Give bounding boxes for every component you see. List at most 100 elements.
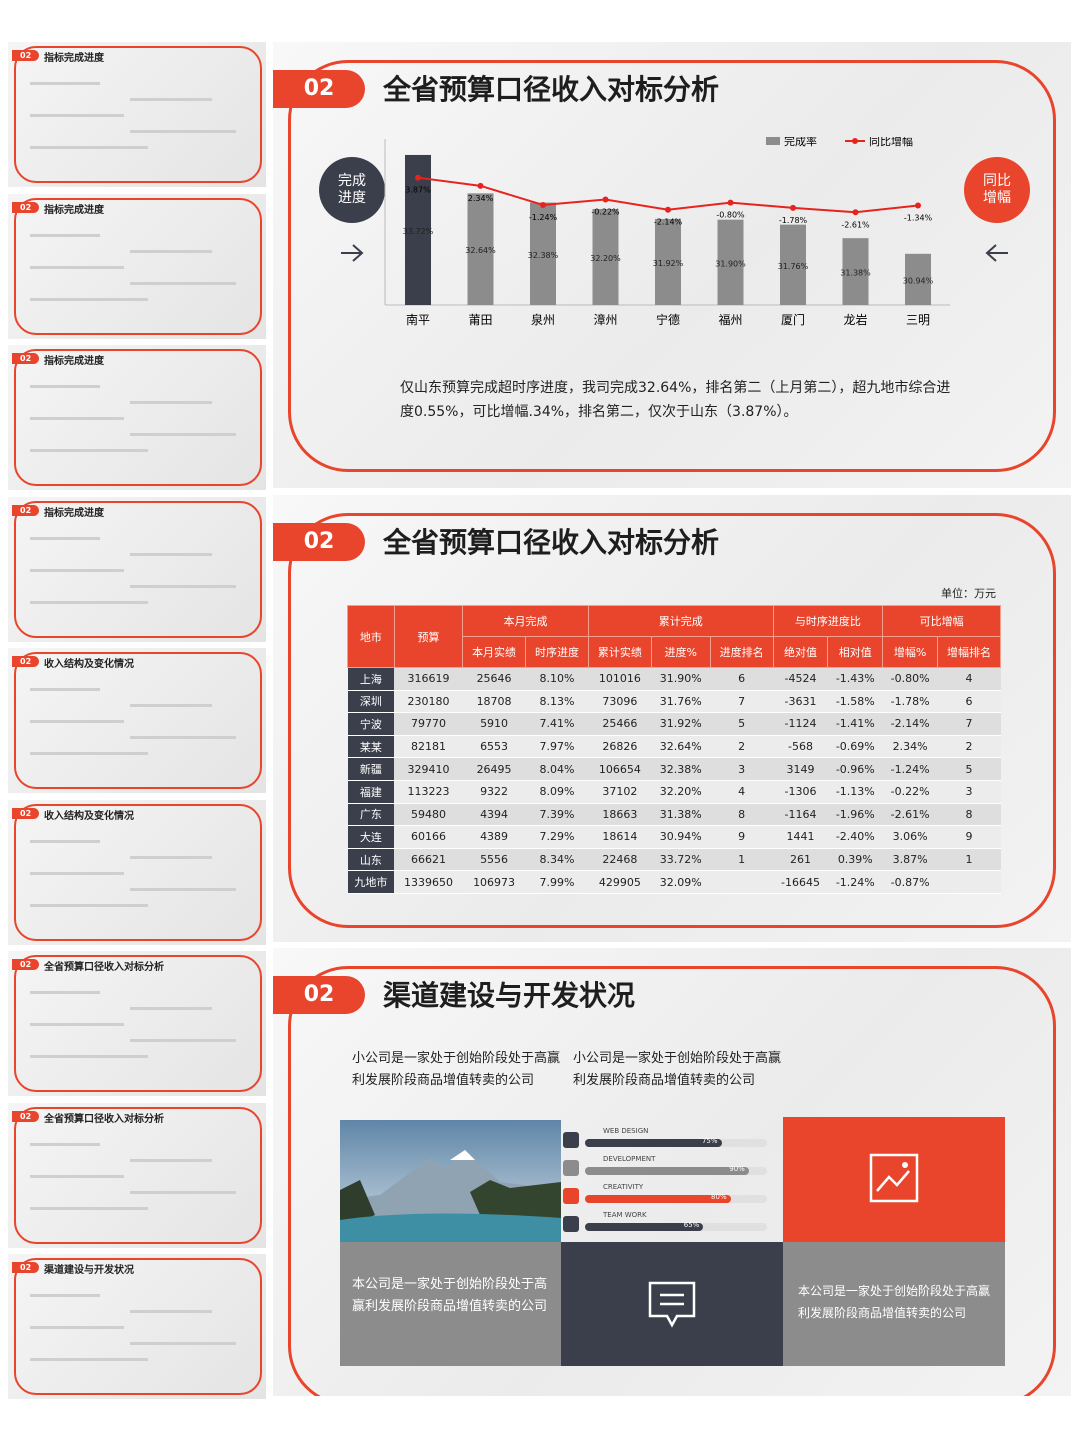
header-cell: 本月完成 — [462, 605, 589, 637]
line-point — [477, 182, 484, 189]
header-cell: 累计完成 — [587, 605, 774, 637]
intro-text: 小公司是一家处于创始阶段处于高赢利发展阶段商品增值转卖的公司 — [573, 1051, 782, 1088]
slide-thumbnail[interactable]: 02 渠道建设与开发状况 — [8, 1254, 266, 1399]
slide-frame — [288, 966, 1056, 1396]
thumbnail-decoration — [130, 130, 236, 133]
table-cell — [937, 870, 1001, 894]
thumbnail-decoration — [130, 281, 236, 285]
table-cell: 18663 — [588, 803, 652, 827]
slide[interactable]: 02 渠道建设与开发状况 小公司是一家处于创始阶段处于高赢利发展阶段商品增值转卖… — [273, 948, 1071, 1396]
slide-thumbnail[interactable]: 02 指标完成进度 — [8, 42, 266, 187]
line-value-label: -1.24% — [529, 213, 558, 222]
table-cell: 31.76% — [651, 690, 711, 714]
thumbnail-decoration — [30, 146, 148, 149]
bar-value-label: 31.90% — [715, 259, 746, 268]
slide-number: 02 — [273, 70, 365, 108]
thumbnail-number: 02 — [12, 1262, 40, 1273]
line-value-label: -2.14% — [654, 218, 683, 227]
slide-frame — [288, 60, 1056, 472]
thumbnail-frame — [14, 349, 262, 486]
table-cell: -1.43% — [827, 667, 883, 691]
thumbnail-number: 02 — [12, 656, 40, 667]
bar-value-label: 30.94% — [903, 276, 934, 285]
text-box — [340, 1242, 562, 1366]
table-cell: 73096 — [588, 690, 652, 714]
table-cell: -568 — [773, 735, 828, 759]
slide-thumbnail[interactable]: 02 指标完成进度 — [8, 345, 266, 490]
skill-track: 75% — [585, 1137, 767, 1147]
thumbnail-frame — [14, 197, 262, 335]
table-cell: -1.13% — [827, 780, 883, 804]
thumbnail-decoration — [130, 1190, 236, 1194]
table-cell: 113223 — [394, 780, 463, 804]
thumbnail-decoration — [30, 233, 100, 237]
skill-name: CREATIVITY — [603, 1183, 644, 1191]
slide-thumbnail[interactable]: 02 收入结构及变化情况 — [8, 799, 266, 945]
thumbnail-decoration — [130, 401, 212, 404]
thumbnail-decoration — [30, 385, 100, 388]
x-tick-label: 泉州 — [531, 313, 555, 327]
table-cell: 7.99% — [525, 870, 589, 894]
table-cell: 6 — [710, 667, 774, 691]
thumbnail-decoration — [30, 82, 100, 85]
skill-icon — [563, 1188, 579, 1204]
skill-name: DEVELOPMENT — [603, 1155, 656, 1163]
table-cell: 1339650 — [394, 870, 463, 894]
thumbnail-decoration — [30, 871, 124, 875]
skill-bar: 65% — [585, 1221, 704, 1231]
table-cell: 2.34% — [882, 735, 938, 759]
thumbnail-decoration — [30, 600, 148, 604]
table-cell: 25466 — [588, 712, 652, 736]
table-cell: 22468 — [588, 848, 652, 872]
thumbnail-decoration — [30, 1023, 124, 1026]
header-row: 本月实绩 时序进度 累计实绩 进度% 进度排名 绝对值 相对值 增幅% 增幅排名 — [348, 636, 1002, 668]
bar-value-label: 31.76% — [778, 262, 809, 271]
table-cell: 5910 — [462, 712, 526, 736]
table-cell: 31.92% — [651, 712, 711, 736]
table-cell: -2.61% — [882, 803, 938, 827]
thumbnail-decoration — [30, 688, 100, 691]
table-cell: 7.39% — [525, 803, 589, 827]
thumbnail-decoration — [30, 449, 148, 452]
table-cell: 82181 — [394, 735, 463, 759]
thumbnail-frame — [14, 500, 262, 638]
header-cell: 进度排名 — [709, 636, 774, 668]
bar — [655, 218, 681, 305]
table-cell: -1.24% — [882, 757, 938, 781]
thumbnail-decoration — [30, 114, 124, 117]
slide[interactable]: 02 全省预算口径收入对标分析 完成进度 同比增幅 33.72% 南平 32.64%… — [273, 42, 1071, 488]
skill-name: TEAM WORK — [603, 1211, 647, 1219]
slide-number: 02 — [273, 976, 365, 1014]
slide-thumbnail[interactable]: 02 指标完成进度 — [8, 496, 266, 642]
table-cell: 9 — [710, 825, 774, 849]
table-cell: -1.41% — [827, 712, 883, 736]
thumbnail-title: 全省预算口径收入对标分析 — [44, 962, 164, 973]
slide[interactable]: 02 全省预算口径收入对标分析 单位：万元 地市 预算 本月完成 累计完成 与时序进度比… — [273, 495, 1071, 942]
slide-thumbnail[interactable]: 02 全省预算口径收入对标分析 — [8, 1102, 266, 1248]
table-cell: 429905 — [588, 870, 652, 894]
slide-title: 渠道建设与开发状况 — [383, 979, 636, 1012]
skill-item: CREATIVITY 80% — [563, 1183, 767, 1210]
thumbnail-decoration — [130, 1310, 212, 1313]
thumbnail-title: 指标完成进度 — [44, 507, 104, 519]
table-cell: 宁波 — [347, 712, 395, 736]
thumbnail-decoration — [30, 536, 100, 540]
table-cell: 8.10% — [525, 667, 589, 691]
header-cell: 进度% — [650, 636, 711, 668]
icon-box — [561, 1242, 783, 1366]
table-cell: -4524 — [773, 667, 828, 691]
slide-thumbnail[interactable]: 02 指标完成进度 — [8, 193, 266, 339]
thumbnail-title: 渠道建设与开发状况 — [44, 1265, 134, 1276]
thumbnail-decoration — [30, 903, 148, 907]
table-cell: 7.97% — [525, 735, 589, 759]
line-point — [915, 202, 921, 209]
slide-thumbnail[interactable]: 02 全省预算口径收入对标分析 — [8, 951, 266, 1096]
legend-swatch — [766, 137, 780, 145]
table-cell: -1.58% — [827, 690, 883, 714]
chart: 33.72% 南平 32.64% 莆田 32.38% 泉州 32.20% 漳州 31.92% 宁德… — [384, 137, 950, 327]
table-cell: 31.90% — [651, 667, 711, 691]
left-bubble: 完成进度 — [319, 157, 385, 223]
thumbnail-decoration — [130, 704, 212, 707]
slide-thumbnail[interactable]: 02 收入结构及变化情况 — [8, 648, 266, 793]
